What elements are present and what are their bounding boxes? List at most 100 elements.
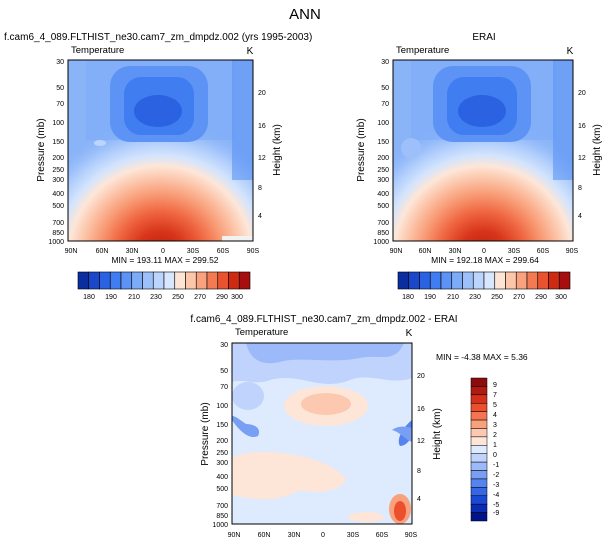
colorbar-swatch <box>174 271 186 290</box>
colorbar-swatch <box>470 487 488 497</box>
variable-label: Temperature <box>396 45 449 56</box>
colorbar-label: 250 <box>491 294 503 301</box>
y-tick-label: 850 <box>216 513 228 520</box>
colorbar-swatch <box>77 271 90 290</box>
y-tick-label: 100 <box>377 120 389 127</box>
y-tick-label: 70 <box>381 101 389 108</box>
colorbar-swatch <box>419 271 431 290</box>
x-tick-label: 90S <box>247 248 260 255</box>
y-tick-label: 250 <box>216 450 228 457</box>
y2-tick-label: 16 <box>578 123 586 130</box>
colorbar-swatch <box>131 271 143 290</box>
colorbar-label: 290 <box>216 294 228 301</box>
colorbar-swatch <box>429 271 442 290</box>
y-tick-label: 300 <box>377 177 389 184</box>
min-max-stats: MIN = 193.11 MAX = 299.52 <box>111 255 218 265</box>
y-tick-label: 30 <box>56 59 64 66</box>
x-ticks: 90N 60N 30N 0 30S 60S 90S <box>228 532 418 539</box>
y2-tick-label: 4 <box>258 213 262 220</box>
colorbar-label: 290 <box>535 294 547 301</box>
colorbar-swatch <box>470 411 488 421</box>
colorbar-label: 270 <box>194 294 206 301</box>
y2-tick-label: 12 <box>258 155 266 162</box>
panel-title: ERAI <box>472 32 495 43</box>
x-tick-label: 90N <box>228 532 241 539</box>
x-tick-label: 30S <box>187 248 200 255</box>
colorbar-swatch <box>470 470 488 480</box>
y-tick-label: 1000 <box>212 522 228 529</box>
y2-tick-label: 20 <box>578 90 586 97</box>
colorbar-label: -5 <box>493 502 499 509</box>
colorbar-swatch <box>217 271 229 290</box>
colorbar-label: -4 <box>493 492 499 499</box>
colorbar-label: 270 <box>513 294 525 301</box>
y-tick-label: 850 <box>377 230 389 237</box>
y-tick-label: 150 <box>216 422 228 429</box>
x-tick-label: 90N <box>390 248 403 255</box>
colorbar-label: 0 <box>493 452 497 459</box>
colorbar-swatch <box>526 271 539 290</box>
y2-tick-label: 8 <box>258 185 262 192</box>
y-tick-label: 150 <box>377 139 389 146</box>
colorbar-swatch <box>537 271 549 290</box>
y-tick-label: 300 <box>52 177 64 184</box>
colorbar-swatch <box>470 503 488 513</box>
x-tick-label: 90N <box>65 248 78 255</box>
colorbar <box>77 271 251 290</box>
colorbar-swatch <box>470 445 488 454</box>
x-tick-label: 30N <box>126 248 139 255</box>
colorbar-label: 300 <box>231 294 243 301</box>
y-tick-label: 1000 <box>48 239 64 246</box>
y2-tick-label: 20 <box>258 90 266 97</box>
units-label: K <box>247 46 254 57</box>
y2-tick-label: 8 <box>417 468 421 475</box>
x-tick-label: 30N <box>288 532 301 539</box>
colorbar-swatch <box>470 478 488 488</box>
colorbar-swatch <box>238 271 251 290</box>
y2-axis-label: Height (km) <box>432 408 443 460</box>
colorbar-label: 230 <box>469 294 481 301</box>
x-tick-label: 30N <box>449 248 462 255</box>
x-tick-label: 30S <box>508 248 521 255</box>
y-ticks: 30 50 70 100 150 200 250 300 400 500 700… <box>373 59 389 246</box>
panel-title: f.cam6_4_089.FLTHIST_ne30.cam7_zm_dmpdz.… <box>190 314 457 325</box>
colorbar-swatch <box>470 453 488 463</box>
y2-tick-label: 16 <box>417 406 425 413</box>
y2-tick-label: 12 <box>578 155 586 162</box>
colorbar-swatch <box>142 271 154 290</box>
y-tick-label: 400 <box>377 191 389 198</box>
y-tick-label: 700 <box>52 220 64 227</box>
colorbar-swatch <box>451 271 463 290</box>
y-tick-label: 250 <box>52 167 64 174</box>
y-tick-label: 850 <box>52 230 64 237</box>
colorbar-label: 190 <box>105 294 117 301</box>
x-ticks: 90N 60N 30N 0 30S 60S 90S <box>65 248 260 255</box>
min-max-stats: MIN = -4.38 MAX = 5.36 <box>436 352 528 362</box>
panel-model: f.cam6_4_089.FLTHIST_ne30.cam7_zm_dmpdz.… <box>4 32 312 301</box>
y-tick-label: 500 <box>52 203 64 210</box>
y-tick-label: 500 <box>377 203 389 210</box>
y2-tick-label: 16 <box>258 123 266 130</box>
colorbar-swatch <box>494 271 506 290</box>
y2-tick-label: 4 <box>417 496 421 503</box>
colorbar-labels: 9 7 5 4 3 2 1 0 -1 -2 -3 -4 -5 -7 -9 <box>493 382 499 517</box>
y-tick-label: 300 <box>216 460 228 467</box>
colorbar-swatch <box>470 495 488 505</box>
colorbar-swatch <box>408 271 420 290</box>
y-tick-label: 50 <box>220 368 228 375</box>
colorbar-label: -3 <box>493 482 499 489</box>
y-tick-label: 150 <box>52 139 64 146</box>
units-label: K <box>406 328 413 339</box>
panel-difference: f.cam6_4_089.FLTHIST_ne30.cam7_zm_dmpdz.… <box>190 314 528 539</box>
y2-tick-label: 20 <box>417 373 425 380</box>
colorbar <box>470 377 488 522</box>
plot-area <box>67 59 254 242</box>
x-tick-label: 90S <box>405 532 418 539</box>
colorbar-swatch <box>470 386 488 396</box>
y2-ticks: 20 16 12 8 4 <box>417 373 425 503</box>
colorbar-label: -9 <box>493 510 499 517</box>
colorbar-swatch <box>99 271 111 290</box>
colorbar-labels: 180 190 210 230 250 270 290 300 <box>402 294 567 301</box>
colorbar-label: 180 <box>402 294 414 301</box>
